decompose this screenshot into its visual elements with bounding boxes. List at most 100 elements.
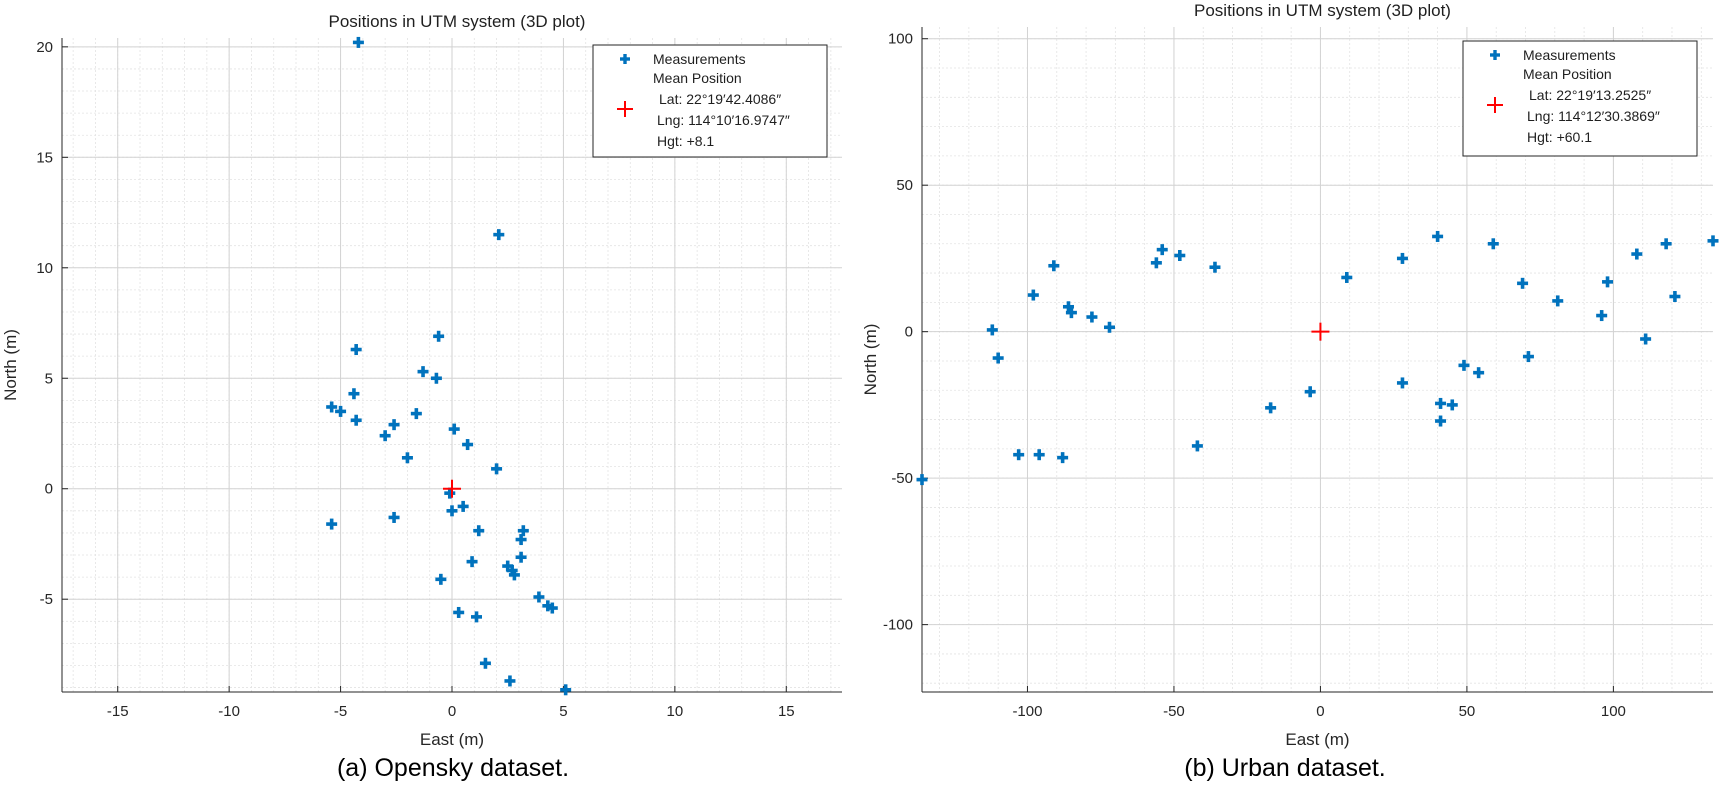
legend-measurements-label: Measurements [653, 51, 746, 67]
measurement-point [1086, 311, 1098, 323]
measurement-point [430, 372, 442, 384]
measurement-point [1458, 359, 1470, 371]
measurement-point [916, 474, 928, 486]
x-tick-label: -100 [1012, 703, 1042, 720]
measurement-point [1027, 289, 1039, 301]
y-tick-label: 50 [896, 177, 913, 194]
measurement-point [352, 36, 364, 48]
measurement-point [379, 430, 391, 442]
measurement-point [1631, 248, 1643, 260]
measurement-point [479, 657, 491, 669]
measurement-point [1396, 377, 1408, 389]
measurement-point [992, 352, 1004, 364]
measurement-point [388, 419, 400, 431]
measurement-point [348, 388, 360, 400]
legend-box [592, 44, 828, 158]
legend-mean-header: Mean Position [653, 70, 742, 86]
measurement-point [560, 684, 572, 696]
measurement-point [1669, 291, 1681, 303]
x-tick-label: 0 [1316, 703, 1324, 720]
mean-position-marker [1311, 322, 1330, 341]
legend-lat: Lat: 22°19′13.2525″ [1529, 87, 1651, 103]
measurement-point [1640, 333, 1652, 345]
measurement-point [1174, 250, 1186, 262]
measurement-point [517, 525, 529, 537]
measurement-point [473, 525, 485, 537]
measurement-point [1660, 238, 1672, 250]
measurement-point [466, 556, 478, 568]
measurement-point [417, 366, 429, 378]
measurement-point [457, 500, 469, 512]
measurement-point [1473, 367, 1485, 379]
measurement-point [1487, 238, 1499, 250]
y-axis-label: North (m) [861, 324, 880, 396]
x-axis-label: East (m) [1285, 730, 1349, 749]
x-tick-label: 50 [1459, 703, 1476, 720]
x-axis-label: East (m) [420, 730, 484, 749]
measurement-point [326, 401, 338, 413]
measurement-point [401, 452, 413, 464]
y-tick-label: 0 [45, 481, 53, 498]
legend-lat: Lat: 22°19′42.4086″ [659, 91, 781, 107]
legend-hgt: Hgt: +8.1 [657, 133, 714, 149]
y-tick-label: 15 [36, 149, 53, 166]
measurement-point [1065, 307, 1077, 319]
x-tick-label: -5 [334, 703, 347, 720]
measurement-point [350, 344, 362, 356]
measurement-point [493, 229, 505, 241]
y-tick-label: 20 [36, 39, 53, 56]
measurement-point [1013, 449, 1025, 461]
measurement-point [1103, 321, 1115, 333]
measurement-point [462, 439, 474, 451]
measurement-point [335, 405, 347, 417]
measurement-point [410, 408, 422, 420]
x-tick-label: -10 [218, 703, 240, 720]
figure-caption: (b) Urban dataset. [1184, 754, 1386, 782]
measurement-point [515, 551, 527, 563]
measurement-point [986, 324, 998, 336]
legend-lng: Lng: 114°10′16.9747″ [657, 112, 790, 128]
chart-panel-2: -100 -50 0 50 100 -100 -50 0 50 100 Positions in U… [861, 1, 1719, 782]
measurement-point [1517, 277, 1529, 289]
measurement-point [1209, 261, 1221, 273]
measurement-point [515, 534, 527, 546]
x-tick-label: 10 [667, 703, 684, 720]
measurement-point [435, 573, 447, 585]
measurement-point [471, 611, 483, 623]
y-tick-label: 10 [36, 260, 53, 277]
measurement-point [1596, 310, 1608, 322]
measurement-point [504, 675, 516, 687]
measurement-point [1435, 415, 1447, 427]
legend: Measurements Mean Position Lat: 22°19′42.4… [592, 44, 828, 158]
measurement-point [453, 606, 465, 618]
measurement-point [1048, 260, 1060, 272]
chart-title: Positions in UTM system (3D plot) [1194, 1, 1451, 20]
y-tick-label: -50 [891, 470, 913, 487]
legend-measurements-label: Measurements [1523, 47, 1616, 63]
legend-hgt: Hgt: +60.1 [1527, 129, 1592, 145]
y-tick-label: 5 [45, 370, 53, 387]
measurement-point [1602, 276, 1614, 288]
legend-mean-header: Mean Position [1523, 66, 1612, 82]
chart-title: Positions in UTM system (3D plot) [329, 12, 586, 31]
legend-box [1462, 40, 1698, 157]
measurement-point [448, 423, 460, 435]
x-tick-label: 100 [1601, 703, 1626, 720]
measurement-point [326, 518, 338, 530]
measurement-point [546, 602, 558, 614]
measurement-point [1265, 402, 1277, 414]
measurement-point [350, 414, 362, 426]
measurement-point [1341, 271, 1353, 283]
measurement-point [1191, 440, 1203, 452]
measurement-points [916, 230, 1719, 486]
measurement-point [446, 505, 458, 517]
measurement-point [1033, 449, 1045, 461]
measurement-point [1057, 452, 1069, 464]
grid [922, 27, 1713, 692]
measurement-point [1522, 351, 1534, 363]
measurement-point [533, 591, 545, 603]
x-tick-label: -50 [1163, 703, 1185, 720]
measurement-point [1304, 386, 1316, 398]
measurement-point [433, 330, 445, 342]
